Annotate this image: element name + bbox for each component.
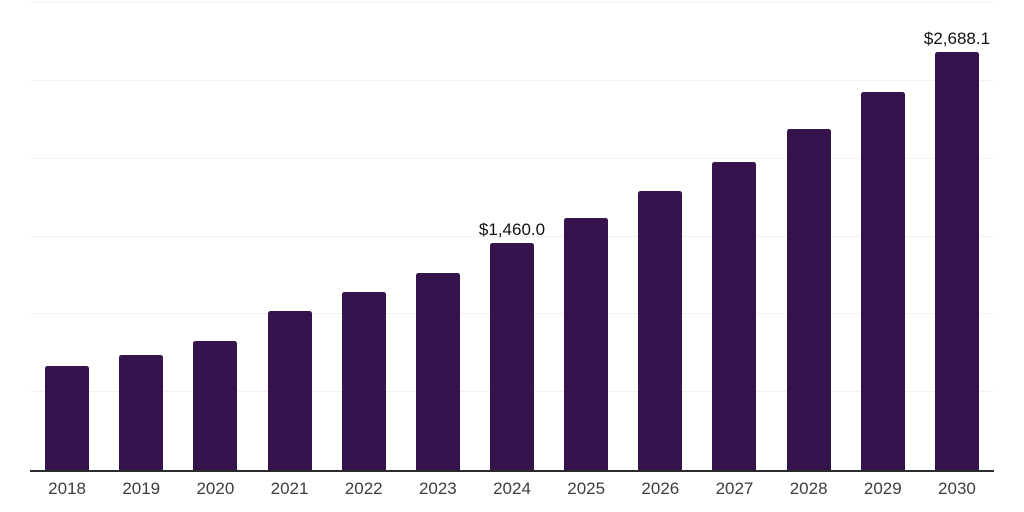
bar-slot bbox=[252, 3, 326, 470]
bar-2024 bbox=[490, 242, 535, 470]
gridline-3000 bbox=[30, 2, 994, 3]
bar-2020 bbox=[193, 340, 238, 470]
x-tick-label-2026: 2026 bbox=[641, 479, 680, 498]
bar-2028 bbox=[786, 128, 831, 470]
bar-2025 bbox=[564, 218, 609, 470]
bar-slot bbox=[772, 3, 846, 470]
bar-2023 bbox=[415, 273, 460, 470]
x-tick-label-2023: 2023 bbox=[418, 479, 457, 498]
bar-slot bbox=[327, 3, 401, 470]
bar-2030 bbox=[934, 51, 979, 470]
x-tick-label-2029: 2029 bbox=[863, 479, 902, 498]
bar-slot bbox=[104, 3, 178, 470]
x-tick-label-2019: 2019 bbox=[122, 479, 161, 498]
bar-value-label: $2,688.1 bbox=[923, 28, 991, 48]
bar-slot bbox=[697, 3, 771, 470]
gridline-2500 bbox=[30, 79, 994, 81]
x-tick-label-2024: 2024 bbox=[493, 479, 531, 498]
bar-2027 bbox=[712, 161, 757, 470]
bar-2019 bbox=[119, 355, 164, 470]
x-tick-label-2021: 2021 bbox=[270, 479, 309, 498]
gridline-2000 bbox=[30, 157, 994, 159]
plot-area: $1,460.0 $2,688.1 bbox=[30, 2, 994, 472]
bar-2029 bbox=[860, 92, 905, 470]
bar-slot bbox=[30, 3, 104, 470]
bar-slot bbox=[549, 3, 623, 470]
x-tick-label-2028: 2028 bbox=[789, 479, 828, 498]
bars-container: $1,460.0 $2,688.1 bbox=[30, 3, 994, 470]
x-tick-label-2018: 2018 bbox=[48, 479, 86, 498]
bar-slot bbox=[401, 3, 475, 470]
bar-slot bbox=[623, 3, 697, 470]
bar-2018 bbox=[45, 366, 90, 470]
x-tick-label-2027: 2027 bbox=[715, 479, 754, 498]
x-tick-label-2025: 2025 bbox=[567, 479, 606, 498]
bar-slot bbox=[178, 3, 252, 470]
bar-slot: $2,688.1 bbox=[920, 3, 994, 470]
bar-value-label: $1,460.0 bbox=[478, 219, 546, 239]
bar-2026 bbox=[638, 191, 683, 470]
bar-2022 bbox=[341, 292, 386, 470]
bar-slot: $1,460.0 bbox=[475, 3, 549, 470]
gridline-1500 bbox=[30, 235, 994, 237]
x-tick-label-2022: 2022 bbox=[344, 479, 383, 498]
x-axis: 2018 2019 2020 2021 2022 2023 2024 2025 2026 2027… bbox=[30, 479, 994, 499]
x-tick-label-2020: 2020 bbox=[196, 479, 235, 498]
bar-2021 bbox=[267, 311, 312, 470]
bar-slot bbox=[846, 3, 920, 470]
x-tick-label-2030: 2030 bbox=[938, 479, 976, 498]
